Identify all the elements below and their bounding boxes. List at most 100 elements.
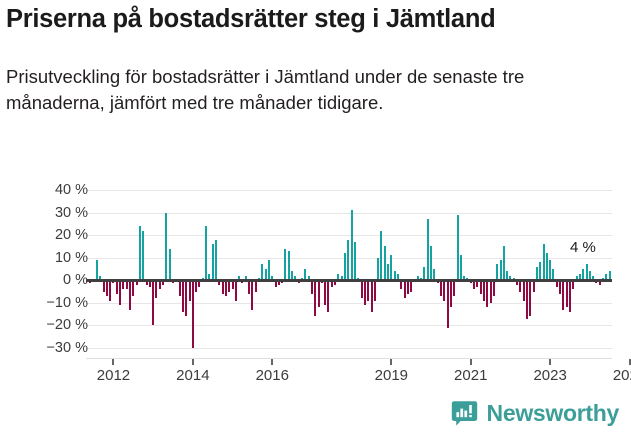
chart-bar[interactable] [423,266,425,281]
chart-bar[interactable] [549,259,551,281]
chart-bar[interactable] [503,246,505,281]
chart-bar[interactable] [496,264,498,281]
chart-bar[interactable] [284,248,286,281]
chart-bar[interactable] [248,280,250,294]
chart-bar[interactable] [569,280,571,312]
chart-bar[interactable] [159,280,161,290]
chart-bar[interactable] [599,280,601,285]
chart-bar[interactable] [357,278,359,281]
chart-bar[interactable] [304,269,306,281]
chart-bar[interactable] [146,280,148,285]
chart-bar[interactable] [288,250,290,281]
chart-bar[interactable] [129,280,131,310]
chart-bar[interactable] [155,280,157,299]
chart-bar[interactable] [582,269,584,281]
chart-bar[interactable] [195,280,197,292]
chart-bar[interactable] [271,275,273,281]
chart-bar[interactable] [384,246,386,281]
chart-bar[interactable] [318,280,320,308]
chart-bar[interactable] [337,273,339,281]
chart-bar[interactable] [278,280,280,285]
chart-bar[interactable] [377,257,379,281]
chart-bar[interactable] [215,239,217,281]
chart-bar[interactable] [420,278,422,281]
chart-bar[interactable] [609,271,611,281]
chart-bar[interactable] [490,280,492,303]
chart-bar[interactable] [106,280,108,297]
chart-bar[interactable] [99,275,101,281]
chart-bar[interactable] [586,264,588,281]
chart-bar[interactable] [139,226,141,281]
chart-bar[interactable] [463,275,465,281]
chart-bar[interactable] [556,280,558,288]
chart-bar[interactable] [294,275,296,281]
chart-bar[interactable] [212,244,214,281]
chart-bar[interactable] [516,280,518,285]
chart-bar[interactable] [308,275,310,281]
chart-bar[interactable] [341,275,343,281]
chart-bar[interactable] [579,273,581,281]
chart-bar[interactable] [387,264,389,281]
chart-bar[interactable] [228,280,230,292]
chart-bar[interactable] [513,278,515,281]
chart-bar[interactable] [427,219,429,281]
chart-bar[interactable] [367,280,369,301]
chart-bar[interactable] [265,269,267,281]
chart-bar[interactable] [182,280,184,312]
chart-bar[interactable] [251,280,253,310]
chart-bar[interactable] [179,280,181,297]
chart-bar[interactable] [122,280,124,290]
chart-bar[interactable] [361,280,363,299]
chart-bar[interactable] [529,280,531,317]
chart-bar[interactable] [539,262,541,281]
chart-bar[interactable] [165,212,167,281]
chart-bar[interactable] [480,280,482,294]
chart-bar[interactable] [185,280,187,317]
chart-bar[interactable] [222,280,224,294]
chart-bar[interactable] [258,278,260,281]
chart-bar[interactable] [149,280,151,288]
chart-bar[interactable] [245,275,247,281]
chart-bar[interactable] [519,280,521,292]
chart-bar[interactable] [235,280,237,301]
chart-bar[interactable] [592,275,594,281]
chart-bar[interactable] [119,280,121,306]
chart-bar[interactable] [142,230,144,281]
chart-bar[interactable] [255,280,257,292]
chart-bar[interactable] [344,253,346,281]
chart-bar[interactable] [314,280,316,317]
chart-bar[interactable] [493,280,495,297]
chart-bar[interactable] [546,253,548,281]
chart-bar[interactable] [162,280,164,285]
chart-bar[interactable] [208,273,210,281]
chart-bar[interactable] [509,275,511,281]
chart-bar[interactable] [327,280,329,312]
chart-bar[interactable] [430,246,432,281]
chart-bar[interactable] [433,269,435,281]
chart-bar[interactable] [486,280,488,308]
chart-bar[interactable] [536,266,538,281]
chart-bar[interactable] [506,271,508,281]
chart-bar[interactable] [460,255,462,281]
chart-bar[interactable] [198,280,200,288]
chart-bar[interactable] [225,280,227,297]
chart-bar[interactable] [334,280,336,285]
chart-bar[interactable] [371,280,373,312]
chart-bar[interactable] [268,259,270,281]
chart-bar[interactable] [331,280,333,288]
chart-bar[interactable] [394,271,396,281]
chart-bar[interactable] [311,280,313,294]
chart-bar[interactable] [576,275,578,281]
chart-bar[interactable] [347,239,349,281]
chart-bar[interactable] [192,280,194,348]
chart-bar[interactable] [232,280,234,290]
chart-bar[interactable] [559,280,561,294]
chart-bar[interactable] [390,255,392,281]
chart-bar[interactable] [116,280,118,294]
chart-bar[interactable] [566,280,568,308]
chart-bar[interactable] [400,280,402,290]
chart-bar[interactable] [202,278,204,281]
chart-bar[interactable] [410,280,412,292]
chart-bar[interactable] [109,280,111,301]
chart-bar[interactable] [443,280,445,301]
